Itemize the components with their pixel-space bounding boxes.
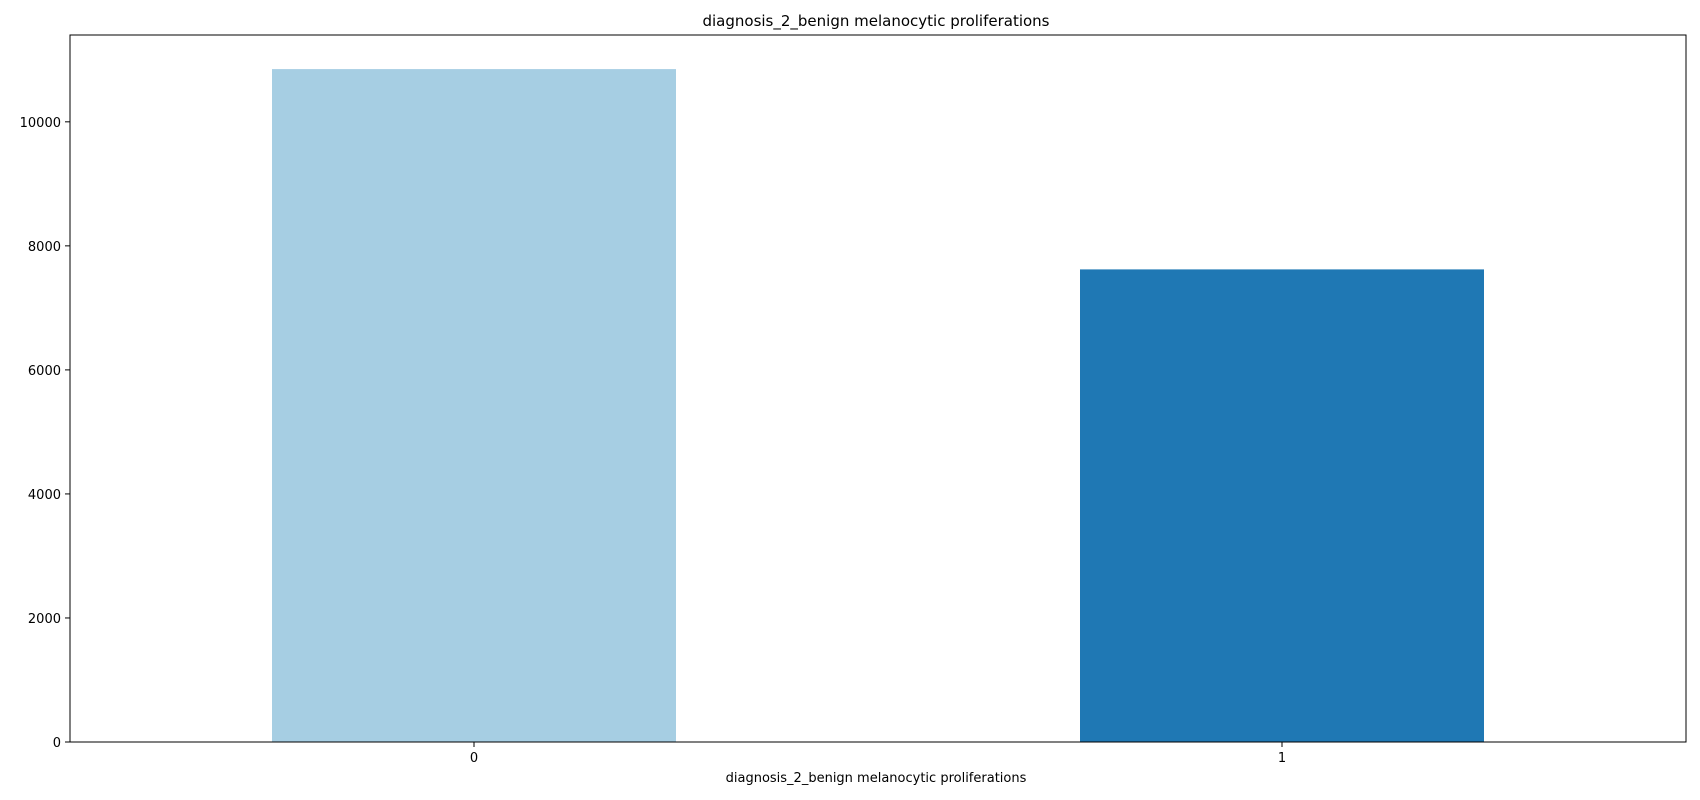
x-tick-label: 0 xyxy=(470,751,478,766)
plot-frame xyxy=(69,34,1687,743)
chart-title: diagnosis_2_benign melanocytic prolifera… xyxy=(702,12,1049,31)
y-tick-label: 0 xyxy=(53,736,61,751)
y-tick-label: 10000 xyxy=(20,116,61,131)
y-tick-label: 6000 xyxy=(28,364,61,379)
bars-layer xyxy=(272,69,1484,743)
y-tick-label: 2000 xyxy=(28,612,61,627)
y-tick-label: 8000 xyxy=(28,240,61,255)
x-tick-label: 1 xyxy=(1278,751,1286,766)
bar-0 xyxy=(272,69,676,743)
y-tick-label: 4000 xyxy=(28,488,61,503)
y-axis-ticks: 0 2000 4000 6000 8000 10000 xyxy=(20,116,70,751)
bar-1 xyxy=(1080,269,1484,742)
x-axis-label: diagnosis_2_benign melanocytic prolifera… xyxy=(726,771,1027,786)
